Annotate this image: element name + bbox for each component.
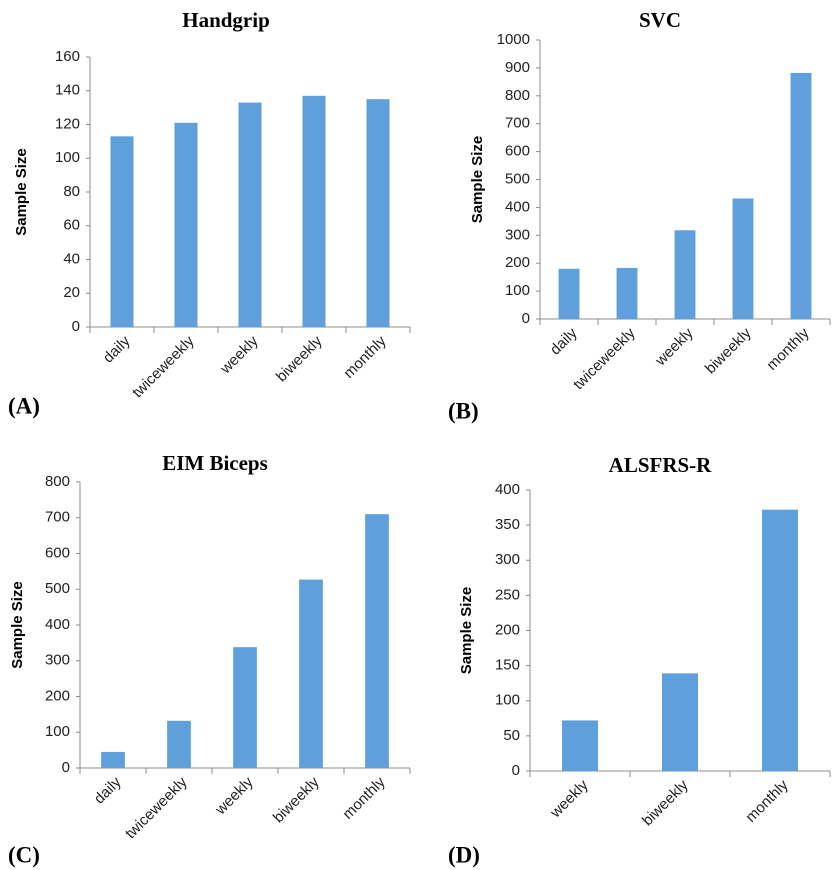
y-tick-label: 100 — [495, 692, 520, 709]
panel-label: (A) — [8, 393, 40, 418]
y-tick-label: 0 — [72, 318, 80, 335]
bar — [562, 720, 598, 771]
x-tick-label: weekly — [651, 324, 697, 370]
y-tick-label: 200 — [45, 687, 70, 704]
x-tick-label: biweekly — [639, 776, 692, 829]
y-tick-label: 1000 — [497, 31, 530, 48]
y-axis-label: Sample Size — [9, 581, 26, 669]
bar — [174, 122, 198, 327]
y-tick-label: 20 — [63, 284, 80, 301]
y-tick-label: 200 — [495, 621, 520, 638]
chart-title: Handgrip — [182, 8, 270, 32]
x-tick-label: daily — [91, 773, 125, 807]
y-tick-label: 0 — [62, 759, 70, 776]
bar — [616, 267, 638, 319]
x-tick-label: monthly — [763, 324, 813, 374]
y-axis-label: Sample Size — [458, 587, 475, 675]
x-tick-label: twiceweekly — [570, 324, 639, 393]
bar — [790, 72, 812, 319]
y-tick-label: 300 — [495, 551, 520, 568]
y-tick-label: 400 — [45, 616, 70, 633]
y-axis-label: Sample Size — [469, 136, 486, 224]
bar — [732, 198, 754, 319]
y-tick-label: 140 — [55, 82, 80, 99]
bar — [299, 579, 323, 768]
y-tick-label: 900 — [505, 59, 530, 76]
bar — [233, 647, 257, 768]
x-tick-label: weekly — [216, 332, 262, 378]
chart-title: ALSFRS-R — [609, 453, 713, 477]
panel-label: (D) — [448, 842, 480, 867]
y-tick-label: 0 — [512, 762, 520, 779]
y-tick-label: 40 — [63, 250, 80, 267]
x-tick-label: daily — [100, 332, 134, 366]
x-tick-label: weekly — [546, 776, 592, 822]
bar — [674, 230, 696, 319]
y-tick-label: 120 — [55, 115, 80, 132]
x-tick-label: monthly — [742, 776, 792, 826]
y-tick-label: 700 — [45, 509, 70, 526]
y-tick-label: 0 — [522, 310, 530, 327]
y-tick-label: 600 — [45, 544, 70, 561]
chart-title: SVC — [639, 8, 681, 32]
y-tick-label: 400 — [495, 481, 520, 498]
x-tick-label: biweekly — [702, 324, 755, 377]
bar — [558, 268, 580, 319]
y-tick-label: 400 — [505, 198, 530, 215]
y-tick-label: 300 — [45, 652, 70, 669]
y-tick-label: 500 — [505, 170, 530, 187]
y-tick-label: 100 — [55, 149, 80, 166]
y-tick-label: 160 — [55, 48, 80, 65]
bar — [110, 136, 134, 327]
x-tick-label: biweekly — [270, 773, 323, 826]
bar — [365, 514, 389, 768]
bar — [101, 751, 125, 768]
y-axis-label: Sample Size — [13, 148, 30, 236]
y-tick-label: 60 — [63, 217, 80, 234]
y-tick-label: 600 — [505, 143, 530, 160]
panel-label: (B) — [448, 398, 479, 423]
y-tick-label: 800 — [505, 87, 530, 104]
y-tick-label: 350 — [495, 516, 520, 533]
bar — [662, 673, 698, 771]
bar — [366, 99, 390, 327]
y-tick-label: 300 — [505, 226, 530, 243]
x-tick-label: monthly — [339, 773, 389, 823]
bar — [302, 95, 326, 327]
y-tick-label: 200 — [505, 254, 530, 271]
y-tick-label: 80 — [63, 183, 80, 200]
x-tick-label: twiceweekly — [122, 773, 191, 842]
x-tick-label: monthly — [340, 332, 390, 382]
bar — [238, 102, 262, 327]
chart-title: EIM Biceps — [162, 451, 268, 475]
y-tick-label: 100 — [505, 282, 530, 299]
x-tick-label: daily — [547, 324, 581, 358]
y-tick-label: 50 — [503, 727, 520, 744]
y-tick-label: 800 — [45, 473, 70, 490]
bar — [167, 720, 191, 768]
x-tick-label: weekly — [211, 773, 257, 819]
bar — [762, 509, 798, 771]
y-tick-label: 100 — [45, 723, 70, 740]
x-tick-label: twiceweekly — [129, 332, 198, 401]
panel-label: (C) — [8, 842, 40, 867]
x-tick-label: biweekly — [273, 332, 326, 385]
y-tick-label: 150 — [495, 657, 520, 674]
y-tick-label: 250 — [495, 586, 520, 603]
y-tick-label: 500 — [45, 580, 70, 597]
y-tick-label: 700 — [505, 115, 530, 132]
